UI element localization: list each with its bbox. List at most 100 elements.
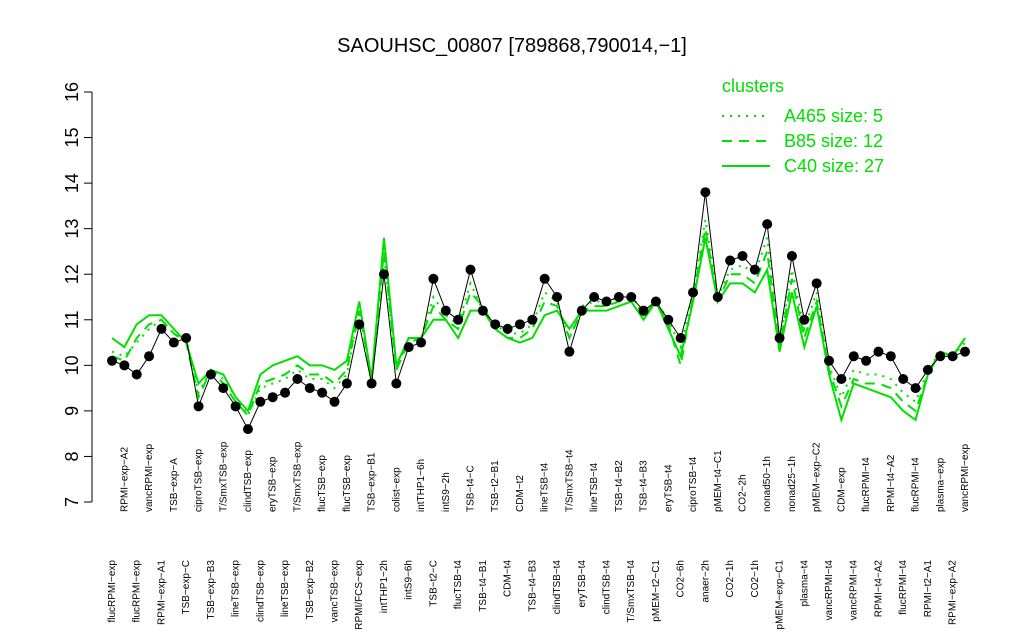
x-tick-label: TSB−t4−B2 xyxy=(614,460,625,512)
cluster-line xyxy=(111,219,966,418)
data-point xyxy=(589,292,600,302)
data-point xyxy=(539,273,550,284)
data-point xyxy=(119,360,130,371)
x-tick-label: eryTSB−t4 xyxy=(577,560,588,608)
data-point xyxy=(354,319,365,330)
x-tick-label: colist−exp xyxy=(391,467,402,512)
x-tick-label: nonad25−1h xyxy=(787,456,798,512)
x-tick-label: pMEM−t2−C1 xyxy=(651,560,662,622)
x-tick-label: flucRPMI−exp xyxy=(132,560,143,623)
x-tick-label: intS9−6h xyxy=(404,560,415,600)
data-point xyxy=(428,273,439,284)
data-point xyxy=(613,292,624,302)
data-point xyxy=(490,319,501,330)
data-point xyxy=(440,305,451,316)
x-tick-label: eryTSB−exp xyxy=(268,456,279,512)
y-tick-label: 8 xyxy=(62,451,82,461)
x-tick-label: TSB−exp−C xyxy=(181,560,192,614)
x-tick-label: RPMI−t2−A1 xyxy=(923,560,934,618)
data-point xyxy=(712,292,723,302)
data-point xyxy=(824,355,835,366)
data-point xyxy=(453,314,464,325)
x-tick-label: intTHP1−6h xyxy=(416,459,427,512)
x-tick-label: flucTSB−exp xyxy=(317,455,328,512)
data-point xyxy=(564,346,575,357)
legend-label: C40 size: 27 xyxy=(784,156,884,176)
legend-label: A465 size: 5 xyxy=(784,106,883,126)
cluster-line xyxy=(111,237,966,424)
y-tick-label: 11 xyxy=(62,310,82,329)
data-point xyxy=(836,374,847,384)
x-tick-label: CO2−2h xyxy=(737,474,748,512)
x-tick-label: clindTSB−exp xyxy=(255,560,266,622)
data-point xyxy=(255,396,266,407)
x-tick-label: TSB−t2−B1 xyxy=(490,460,501,512)
x-tick-label: intTHP1−2h xyxy=(379,560,390,613)
x-tick-label: flucRPMI−t4 xyxy=(898,560,909,615)
data-point xyxy=(317,387,328,398)
data-point xyxy=(947,351,958,362)
data-point xyxy=(514,319,525,330)
data-point xyxy=(898,374,909,384)
x-tick-label: plasma−t4 xyxy=(799,560,810,607)
x-tick-label: TSB−t4−B3 xyxy=(527,560,538,612)
data-point xyxy=(960,346,970,357)
x-tick-label: vancTSB−exp xyxy=(330,560,341,623)
data-point xyxy=(230,401,241,412)
data-point xyxy=(391,378,402,389)
data-point xyxy=(168,337,179,348)
data-point xyxy=(156,323,167,334)
data-point xyxy=(242,424,253,435)
x-tick-label: RPMI−exp−A2 xyxy=(948,560,959,625)
x-tick-label: lineTSB−t4 xyxy=(540,462,551,512)
x-tick-label: clindTSB−t4 xyxy=(601,560,612,615)
x-tick-label: eryTSB−t4 xyxy=(663,464,674,512)
data-point xyxy=(193,401,204,412)
x-tick-label: flucTSB−t4 xyxy=(453,560,464,610)
x-tick-label: CO2−1h xyxy=(750,560,761,598)
x-tick-label: TSB−t4−B3 xyxy=(639,460,650,512)
x-tick-label: flucRPMI−t4 xyxy=(911,457,922,512)
data-point xyxy=(700,187,711,198)
x-tick-label: ciproTSB−exp xyxy=(194,448,205,512)
data-point xyxy=(725,255,736,266)
x-tick-label: vancRPMI−exp xyxy=(144,443,155,512)
y-tick-label: 16 xyxy=(62,82,82,102)
data-point xyxy=(218,383,229,394)
data-point xyxy=(861,355,872,366)
x-tick-label: RPMI−exp−A2 xyxy=(119,447,130,512)
x-tick-label: RPMI−t4−A2 xyxy=(873,560,884,618)
legend-label: B85 size: 12 xyxy=(784,131,883,151)
x-tick-label: CO2−1h xyxy=(725,560,736,598)
x-tick-label: RPMI−t4−A2 xyxy=(886,454,897,512)
legend-title: clusters xyxy=(722,76,784,96)
data-point xyxy=(205,369,216,380)
x-tick-label: lineTSB−exp xyxy=(231,560,242,617)
data-point xyxy=(378,269,389,280)
data-point xyxy=(465,264,476,275)
x-tick-label: CO2−6h xyxy=(676,560,687,598)
data-point xyxy=(107,355,117,366)
data-point xyxy=(280,387,291,398)
data-point xyxy=(576,305,587,316)
x-tick-label: clindTSB−t4 xyxy=(552,560,563,615)
chart-title: SAOUHSC_00807 [789868,790014,−1] xyxy=(337,35,687,57)
x-tick-label: vancRPMI−exp xyxy=(960,443,971,512)
x-tick-label: pMEM−t4−C1 xyxy=(713,450,724,512)
x-tick-label: TSB−exp−B2 xyxy=(305,560,316,620)
data-point xyxy=(663,314,674,325)
data-point xyxy=(341,378,352,389)
x-tick-label: T/SmxTSB−exp xyxy=(218,441,229,512)
x-tick-label: pMEM−exp−C2 xyxy=(812,442,823,512)
x-tick-label: CDM−exp xyxy=(836,467,847,512)
x-tick-label: TSB−exp−A xyxy=(169,458,180,512)
data-point xyxy=(477,305,488,316)
data-point xyxy=(848,351,859,362)
data-point xyxy=(675,333,686,343)
data-point xyxy=(601,296,612,307)
x-tick-label: vancRPMI−t4 xyxy=(849,560,860,621)
data-point xyxy=(626,292,637,302)
data-point xyxy=(502,323,513,334)
x-tick-label: nonad50−1h xyxy=(762,456,773,512)
data-line xyxy=(111,192,966,431)
